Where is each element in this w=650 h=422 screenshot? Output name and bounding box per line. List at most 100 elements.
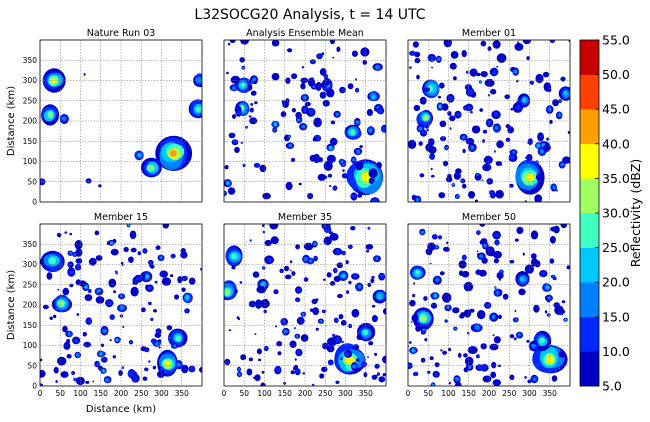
reflectivity-cell <box>552 275 555 278</box>
reflectivity-cell <box>526 56 530 61</box>
reflectivity-cell <box>455 377 459 381</box>
reflectivity-cell <box>453 76 457 81</box>
reflectivity-cell <box>67 332 71 336</box>
reflectivity-cell <box>113 290 117 294</box>
reflectivity-cell <box>157 339 162 343</box>
reflectivity-cell <box>449 127 452 130</box>
reflectivity-cell <box>433 235 437 239</box>
reflectivity-cell <box>283 265 290 272</box>
reflectivity-cell <box>228 329 232 332</box>
reflectivity-cell <box>375 65 380 70</box>
reflectivity-cell <box>188 277 196 285</box>
reflectivity-cell <box>122 366 124 369</box>
panel-grid <box>224 224 386 386</box>
reflectivity-cell <box>169 274 174 278</box>
x-tick-label: 50 <box>55 389 65 398</box>
reflectivity-cell <box>355 79 357 80</box>
reflectivity-cell <box>311 298 318 305</box>
reflectivity-cell <box>287 48 293 53</box>
reflectivity-cell <box>159 342 161 344</box>
reflectivity-cell <box>261 282 265 287</box>
reflectivity-cell <box>542 144 551 152</box>
reflectivity-cell <box>450 51 459 59</box>
x-tick-label: 100 <box>257 389 272 398</box>
reflectivity-cell <box>165 360 170 366</box>
reflectivity-cell <box>156 330 160 334</box>
y-tick-label: 250 <box>23 96 38 105</box>
reflectivity-cell <box>323 236 332 246</box>
reflectivity-cell <box>434 362 440 368</box>
reflectivity-cell <box>371 374 378 380</box>
reflectivity-cell <box>486 178 494 185</box>
reflectivity-cell <box>312 137 317 142</box>
y-tick-label: 350 <box>23 56 38 65</box>
reflectivity-cell <box>439 82 445 89</box>
y-tick-label: 50 <box>27 177 37 186</box>
reflectivity-cell <box>535 173 544 182</box>
reflectivity-cell <box>51 78 56 84</box>
reflectivity-cell <box>154 332 162 338</box>
reflectivity-cell <box>522 252 525 256</box>
reflectivity-cell <box>275 325 278 328</box>
reflectivity-cell <box>314 256 318 261</box>
reflectivity-cell <box>493 336 501 344</box>
reflectivity-cell <box>291 107 296 113</box>
x-tick-label: 300 <box>338 389 353 398</box>
reflectivity-cell <box>467 346 478 355</box>
reflectivity-cell <box>142 376 148 381</box>
y-tick-label: 0 <box>32 198 37 207</box>
reflectivity-cell <box>531 257 538 267</box>
reflectivity-cell <box>345 260 349 265</box>
colorbar-bands <box>580 40 599 387</box>
reflectivity-cell <box>146 285 152 290</box>
reflectivity-cell <box>158 346 161 349</box>
reflectivity-cell <box>427 370 431 374</box>
reflectivity-cell <box>228 43 230 45</box>
reflectivity-cell <box>413 104 421 112</box>
reflectivity-cell <box>374 352 378 356</box>
reflectivity-cell <box>530 80 534 84</box>
reflectivity-cell <box>295 244 300 250</box>
reflectivity-cell <box>465 137 475 145</box>
reflectivity-cell <box>64 231 67 234</box>
reflectivity-cell <box>195 107 202 112</box>
reflectivity-cell <box>58 234 62 238</box>
reflectivity-cell <box>520 277 525 282</box>
reflectivity-cell <box>371 304 376 308</box>
reflectivity-cell <box>432 384 434 386</box>
reflectivity-cell <box>326 154 336 163</box>
reflectivity-cell <box>492 40 501 49</box>
x-ticks: 0 50 100 150 200 250 300 350 <box>222 389 374 398</box>
reflectivity-cell <box>461 183 467 189</box>
reflectivity-cell <box>328 174 332 177</box>
reflectivity-cell <box>273 129 276 132</box>
reflectivity-cell <box>313 117 322 128</box>
reflectivity-cell <box>409 299 416 307</box>
reflectivity-cell <box>352 364 357 369</box>
reflectivity-cell <box>482 180 483 181</box>
reflectivity-cell <box>335 318 339 322</box>
reflectivity-cell <box>296 288 301 293</box>
reflectivity-cell <box>112 355 116 359</box>
reflectivity-cell <box>494 287 496 288</box>
reflectivity-cell <box>293 366 297 371</box>
reflectivity-cell <box>48 257 57 265</box>
reflectivity-cell <box>128 224 130 226</box>
x-tick-label: 250 <box>318 389 333 398</box>
reflectivity-cell <box>40 259 44 265</box>
reflectivity-cell <box>341 173 348 179</box>
reflectivity-cell <box>144 368 148 371</box>
reflectivity-cell <box>476 354 480 358</box>
reflectivity-cell <box>527 138 533 146</box>
reflectivity-cell <box>438 236 442 239</box>
reflectivity-cell <box>271 40 280 47</box>
panel-field <box>224 40 386 202</box>
reflectivity-cell <box>430 263 432 264</box>
reflectivity-cell <box>75 248 83 257</box>
reflectivity-cell <box>148 302 151 305</box>
reflectivity-cell <box>164 370 167 373</box>
reflectivity-cell <box>284 274 292 280</box>
reflectivity-cell <box>110 315 115 320</box>
reflectivity-cell <box>442 350 447 355</box>
panel-title: Member 15 <box>94 212 148 223</box>
